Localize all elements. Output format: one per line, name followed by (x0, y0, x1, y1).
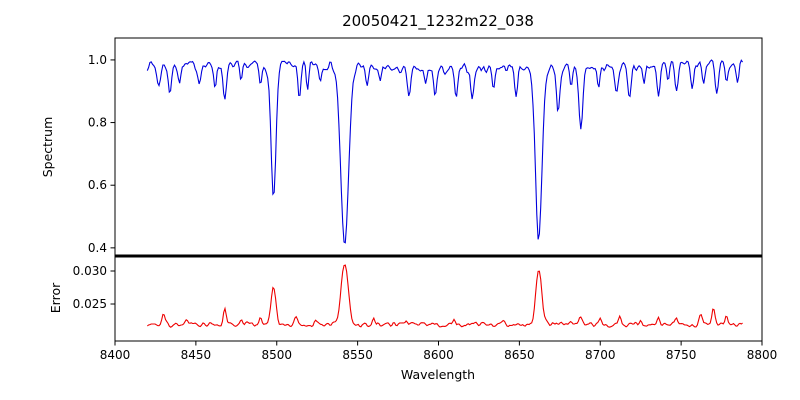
y-tick-label: 0.4 (88, 241, 107, 255)
y-tick-label: 0.030 (73, 264, 107, 278)
chart-title: 20050421_1232m22_038 (342, 12, 534, 31)
x-tick-label: 8400 (100, 348, 131, 362)
error-line (146, 264, 743, 328)
error-panel-border (114, 255, 763, 342)
x-axis-label: Wavelength (401, 367, 475, 382)
x-tick-label: 8650 (504, 348, 535, 362)
x-axis-ticks: 8400 8450 8500 8550 8600 8650 8700 8750 8800 (100, 341, 778, 362)
error-y-ticks: 0.025 0.030 (73, 264, 115, 311)
x-tick-label: 8700 (585, 348, 616, 362)
spectrum-y-ticks: 0.4 0.6 0.8 1.0 (88, 53, 115, 255)
x-tick-label: 8450 (181, 348, 212, 362)
y-axis-label-spectrum: Spectrum (40, 117, 55, 178)
plot-dynamic-layer: 8400 8450 8500 8550 8600 8650 8700 8750 88000.40… (73, 37, 778, 362)
y-tick-label: 0.6 (88, 178, 107, 192)
y-tick-label: 0.025 (73, 297, 107, 311)
x-tick-label: 8550 (342, 348, 373, 362)
y-tick-label: 1.0 (88, 53, 107, 67)
x-tick-label: 8500 (261, 348, 292, 362)
y-tick-label: 0.8 (88, 116, 107, 130)
y-axis-label-error: Error (48, 282, 63, 313)
spectrum-line (146, 59, 744, 244)
x-tick-label: 8600 (423, 348, 454, 362)
x-tick-label: 8800 (747, 348, 778, 362)
x-tick-label: 8750 (666, 348, 697, 362)
